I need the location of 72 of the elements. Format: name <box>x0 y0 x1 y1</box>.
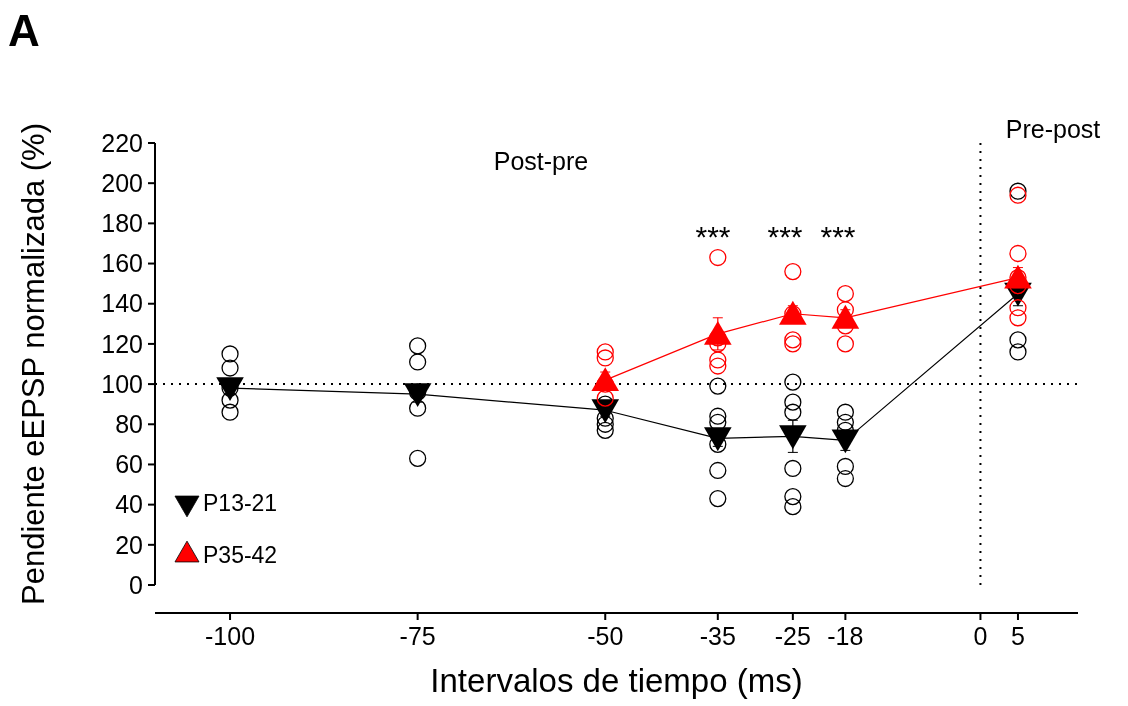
point <box>709 461 727 480</box>
point <box>409 353 427 371</box>
point <box>1009 309 1027 327</box>
point <box>784 393 802 411</box>
point <box>1009 186 1027 204</box>
point <box>784 403 802 421</box>
point <box>409 337 427 355</box>
y-axis-title: Pendiente eEPSP normalizada (%) <box>16 123 51 605</box>
point <box>709 351 727 369</box>
point <box>709 377 727 395</box>
point <box>596 415 614 433</box>
y-tick-label: 160 <box>101 249 143 278</box>
point <box>709 407 727 425</box>
x-tick-label: 0 <box>973 622 988 650</box>
legend-label: P13-21 <box>203 490 278 517</box>
point <box>1009 299 1027 317</box>
x-tick-label: -75 <box>399 622 436 650</box>
x-tick-label: -18 <box>827 622 864 650</box>
point <box>784 335 802 353</box>
y-tick-label: 40 <box>115 490 143 519</box>
point <box>596 349 614 367</box>
y-tick-label: 60 <box>115 450 143 479</box>
x-tick-label: -25 <box>774 622 811 650</box>
point <box>784 459 802 478</box>
point <box>1009 331 1027 349</box>
point <box>596 343 614 361</box>
point <box>709 490 727 508</box>
point <box>836 335 854 353</box>
point <box>596 421 614 439</box>
point <box>709 248 727 267</box>
point <box>779 425 807 450</box>
point <box>221 359 239 377</box>
y-tick-label: 180 <box>101 209 143 238</box>
annotation: *** <box>820 220 856 253</box>
point <box>836 469 854 488</box>
point <box>784 373 802 391</box>
point <box>221 345 239 363</box>
x-tick-label: -35 <box>699 622 736 650</box>
point <box>1009 182 1027 200</box>
text: A <box>8 6 40 55</box>
x-tick-label: -50 <box>587 622 624 650</box>
point <box>221 391 239 409</box>
point <box>409 449 427 468</box>
point <box>709 357 727 375</box>
y-tick-label: 20 <box>115 530 143 559</box>
y-tick-label: 140 <box>101 289 143 318</box>
point <box>784 498 802 516</box>
annotation: *** <box>767 220 803 253</box>
point <box>784 262 802 281</box>
point <box>221 403 239 421</box>
point <box>784 487 802 506</box>
point <box>596 389 614 407</box>
annotation: Pre-post <box>1005 115 1101 143</box>
point <box>409 399 427 417</box>
y-tick-label: 100 <box>101 369 143 398</box>
point <box>784 331 802 349</box>
x-axis-title: Intervalos de tiempo (ms) <box>430 662 803 699</box>
point <box>836 285 854 303</box>
annotation: Post-pre <box>493 147 589 175</box>
y-tick-label: 200 <box>101 168 143 197</box>
point <box>1009 343 1027 361</box>
annotation: *** <box>695 220 731 253</box>
point <box>1009 244 1027 263</box>
y-tick-label: 220 <box>101 128 143 157</box>
y-tick-label: 0 <box>129 570 143 599</box>
point <box>836 403 854 421</box>
y-tick-label: 80 <box>115 410 143 439</box>
x-tick-label: 5 <box>1011 622 1025 650</box>
x-tick-label: -100 <box>205 622 256 650</box>
y-tick-label: 120 <box>101 329 143 358</box>
point <box>836 457 854 476</box>
legend-label: P35-42 <box>203 542 278 569</box>
